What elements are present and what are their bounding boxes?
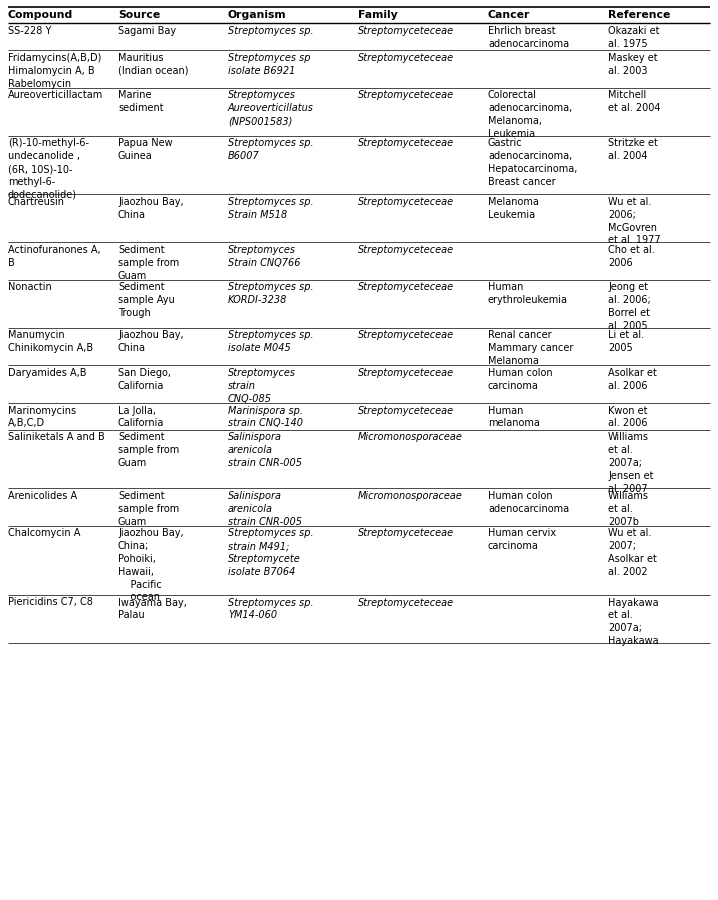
Text: Micromonosporaceae: Micromonosporaceae [358, 433, 463, 443]
Text: Chartreusin: Chartreusin [8, 197, 65, 207]
Text: Sagami Bay: Sagami Bay [118, 26, 176, 36]
Text: Reference: Reference [608, 10, 671, 20]
Text: Organism: Organism [228, 10, 286, 20]
Text: Arenicolides A: Arenicolides A [8, 491, 77, 501]
Text: Wu et al.
2006;
McGovren
et al. 1977: Wu et al. 2006; McGovren et al. 1977 [608, 197, 661, 246]
Text: Colorectal
adenocarcinoma,
Melanoma,
Leukemia: Colorectal adenocarcinoma, Melanoma, Leu… [488, 91, 572, 139]
Text: Human colon
carcinoma: Human colon carcinoma [488, 368, 553, 391]
Text: Micromonosporaceae: Micromonosporaceae [358, 491, 463, 501]
Text: Stritzke et
al. 2004: Stritzke et al. 2004 [608, 139, 658, 161]
Text: Asolkar et
al. 2006: Asolkar et al. 2006 [608, 368, 657, 391]
Text: SS-228 Y: SS-228 Y [8, 26, 52, 36]
Text: Hayakawa
et al.
2007a;
Hayakawa: Hayakawa et al. 2007a; Hayakawa [608, 598, 658, 646]
Text: Actinofuranones A,
B: Actinofuranones A, B [8, 245, 101, 268]
Text: Streptomyceteceae: Streptomyceteceae [358, 406, 454, 416]
Text: Streptomyces sp.
KORDI-3238: Streptomyces sp. KORDI-3238 [228, 283, 314, 305]
Text: Human colon
adenocarcinoma: Human colon adenocarcinoma [488, 491, 569, 514]
Text: Salinispora
arenicola
strain CNR-005: Salinispora arenicola strain CNR-005 [228, 433, 302, 468]
Text: Streptomyces
Strain CNQ766: Streptomyces Strain CNQ766 [228, 245, 301, 268]
Text: Streptomyceteceae: Streptomyceteceae [358, 245, 454, 255]
Text: Streptomyces
strain
CNQ-085: Streptomyces strain CNQ-085 [228, 368, 296, 403]
Text: Streptomyceteceae: Streptomyceteceae [358, 197, 454, 207]
Text: Streptomyceteceae: Streptomyceteceae [358, 283, 454, 293]
Text: Human
melanoma: Human melanoma [488, 406, 540, 428]
Text: Mitchell
et al. 2004: Mitchell et al. 2004 [608, 91, 661, 113]
Text: Li et al.
2005: Li et al. 2005 [608, 330, 644, 354]
Text: Williams
et al.
2007b: Williams et al. 2007b [608, 491, 649, 526]
Text: Streptomyceteceae: Streptomyceteceae [358, 368, 454, 378]
Text: Okazaki et
al. 1975: Okazaki et al. 1975 [608, 26, 660, 49]
Text: Marine
sediment: Marine sediment [118, 91, 164, 113]
Text: Sediment
sample from
Guam: Sediment sample from Guam [118, 433, 180, 468]
Text: Kwon et
al. 2006: Kwon et al. 2006 [608, 406, 648, 428]
Text: Jiaozhou Bay,
China;
Pohoiki,
Hawaii,
    Pacific
    ocean: Jiaozhou Bay, China; Pohoiki, Hawaii, Pa… [118, 528, 184, 602]
Text: Marinomycins
A,B,C,D: Marinomycins A,B,C,D [8, 406, 76, 428]
Text: (R)-10-methyl-6-
undecanolide ,
(6R, 10S)-10-
methyl-6-
dodecanolide): (R)-10-methyl-6- undecanolide , (6R, 10S… [8, 139, 89, 200]
Text: Source: Source [118, 10, 160, 20]
Text: Human
erythroleukemia: Human erythroleukemia [488, 283, 568, 305]
Text: Salinispora
arenicola
strain CNR-005: Salinispora arenicola strain CNR-005 [228, 491, 302, 526]
Text: Streptomyces sp
isolate B6921: Streptomyces sp isolate B6921 [228, 53, 310, 76]
Text: Ehrlich breast
adenocarcinoma: Ehrlich breast adenocarcinoma [488, 26, 569, 49]
Text: Jiaozhou Bay,
China: Jiaozhou Bay, China [118, 197, 184, 220]
Text: Streptomyceteceae: Streptomyceteceae [358, 53, 454, 63]
Text: Human cervix
carcinoma: Human cervix carcinoma [488, 528, 556, 552]
Text: Streptomyces sp.
strain M491;
Streptomycete
isolate B7064: Streptomyces sp. strain M491; Streptomyc… [228, 528, 314, 577]
Text: Sediment
sample from
Guam: Sediment sample from Guam [118, 491, 180, 526]
Text: Family: Family [358, 10, 398, 20]
Text: Aureoverticillactam: Aureoverticillactam [8, 91, 103, 101]
Text: Wu et al.
2007;
Asolkar et
al. 2002: Wu et al. 2007; Asolkar et al. 2002 [608, 528, 657, 577]
Text: Streptomyceteceae: Streptomyceteceae [358, 139, 454, 148]
Text: Streptomyces sp.
YM14-060: Streptomyces sp. YM14-060 [228, 598, 314, 620]
Text: Marinispora sp.
strain CNQ-140: Marinispora sp. strain CNQ-140 [228, 406, 303, 428]
Text: Streptomyces sp.
Strain M518: Streptomyces sp. Strain M518 [228, 197, 314, 220]
Text: Renal cancer
Mammary cancer
Melanoma: Renal cancer Mammary cancer Melanoma [488, 330, 574, 366]
Text: Sediment
sample Ayu
Trough: Sediment sample Ayu Trough [118, 283, 174, 318]
Text: Fridamycins(A,B,D)
Himalomycin A, B
Rabelomycin: Fridamycins(A,B,D) Himalomycin A, B Rabe… [8, 53, 101, 88]
Text: Cho et al.
2006: Cho et al. 2006 [608, 245, 655, 268]
Text: Streptomyces sp.
isolate M045: Streptomyces sp. isolate M045 [228, 330, 314, 354]
Text: Streptomyceteceae: Streptomyceteceae [358, 528, 454, 538]
Text: Manumycin
Chinikomycin A,B: Manumycin Chinikomycin A,B [8, 330, 93, 354]
Text: Papua New
Guinea: Papua New Guinea [118, 139, 172, 161]
Text: Streptomyceteceae: Streptomyceteceae [358, 330, 454, 340]
Text: Nonactin: Nonactin [8, 283, 52, 293]
Text: Streptomyces sp.
B6007: Streptomyces sp. B6007 [228, 139, 314, 161]
Text: Streptomyces
Aureoverticillatus
(NPS001583): Streptomyces Aureoverticillatus (NPS0015… [228, 91, 314, 126]
Text: Daryamides A,B: Daryamides A,B [8, 368, 86, 378]
Text: Sediment
sample from
Guam: Sediment sample from Guam [118, 245, 180, 281]
Text: Streptomyceteceae: Streptomyceteceae [358, 91, 454, 101]
Text: Jiaozhou Bay,
China: Jiaozhou Bay, China [118, 330, 184, 354]
Text: Streptomyceteceae: Streptomyceteceae [358, 598, 454, 608]
Text: Jeong et
al. 2006;
Borrel et
al. 2005: Jeong et al. 2006; Borrel et al. 2005 [608, 283, 651, 331]
Text: Streptomyceteceae: Streptomyceteceae [358, 26, 454, 36]
Text: Compound: Compound [8, 10, 73, 20]
Text: Iwayama Bay,
Palau: Iwayama Bay, Palau [118, 598, 187, 620]
Text: Mauritius
(Indian ocean): Mauritius (Indian ocean) [118, 53, 189, 76]
Text: Cancer: Cancer [488, 10, 531, 20]
Text: Chalcomycin A: Chalcomycin A [8, 528, 80, 538]
Text: Saliniketals A and B: Saliniketals A and B [8, 433, 105, 443]
Text: Maskey et
al. 2003: Maskey et al. 2003 [608, 53, 658, 76]
Text: La Jolla,
California: La Jolla, California [118, 406, 164, 428]
Text: Piericidins C7, C8: Piericidins C7, C8 [8, 598, 93, 608]
Text: San Diego,
California: San Diego, California [118, 368, 171, 391]
Text: Melanoma
Leukemia: Melanoma Leukemia [488, 197, 539, 220]
Text: Williams
et al.
2007a;
Jensen et
al. 2007: Williams et al. 2007a; Jensen et al. 200… [608, 433, 653, 494]
Text: Gastric
adenocarcinoma,
Hepatocarcinoma,
Breast cancer: Gastric adenocarcinoma, Hepatocarcinoma,… [488, 139, 577, 187]
Text: Streptomyces sp.: Streptomyces sp. [228, 26, 314, 36]
